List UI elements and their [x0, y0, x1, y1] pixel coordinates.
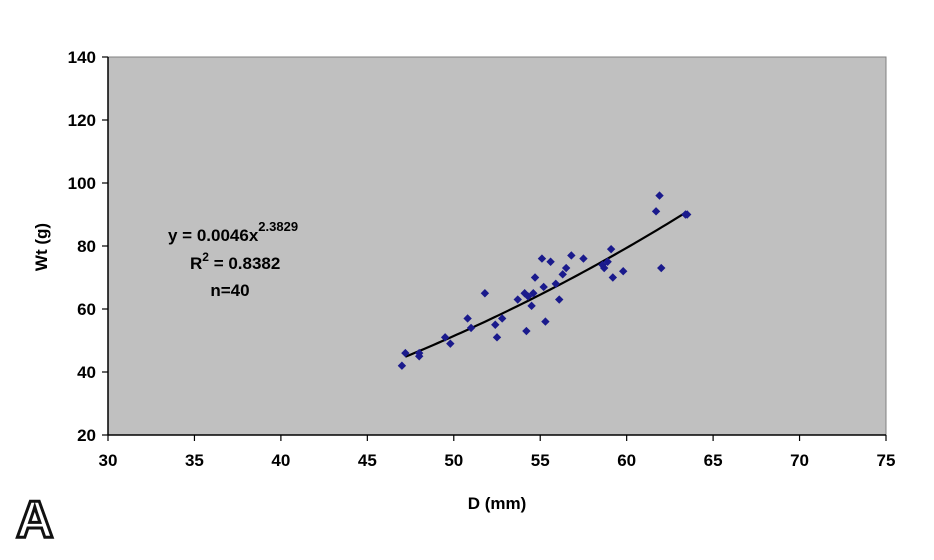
y-tick-label: 100 [68, 174, 96, 193]
data-point [619, 267, 628, 276]
y-tick-label: 120 [68, 111, 96, 130]
sample-size-label: n=40 [210, 281, 249, 300]
points-layer [397, 191, 692, 370]
x-tick-labels: 30 35 40 45 50 55 60 65 70 75 [99, 451, 896, 470]
data-point [599, 263, 609, 273]
data-point [415, 352, 424, 361]
data-point [655, 191, 664, 200]
data-point [651, 207, 661, 216]
panel-label: A [15, 491, 56, 549]
y-tick-label: 60 [77, 300, 96, 319]
data-point [527, 301, 536, 311]
x-tick-label: 60 [617, 451, 636, 470]
x-tick-label: 35 [185, 451, 204, 470]
trendline-layer [404, 211, 687, 358]
data-point [480, 289, 490, 298]
x-tick-label: 45 [358, 451, 377, 470]
r-squared-r: R [190, 254, 202, 273]
power-trendline [404, 211, 687, 358]
x-tick-label: 50 [444, 451, 463, 470]
data-point [561, 263, 571, 273]
data-point [551, 279, 560, 288]
plot-area [107, 56, 887, 436]
data-point [397, 361, 407, 370]
y-tick-labels: 20 40 60 80 100 120 140 [68, 48, 96, 445]
data-point [657, 263, 666, 273]
data-point [530, 273, 540, 282]
equation-base: y = 0.0046x [168, 226, 259, 245]
y-tick-label: 80 [77, 237, 96, 256]
x-tick-label: 40 [271, 451, 290, 470]
x-tick-label: 70 [790, 451, 809, 470]
x-tick-label: 65 [704, 451, 723, 470]
data-point [491, 320, 500, 329]
data-point [463, 314, 472, 323]
data-point [497, 314, 507, 323]
y-axis-title: Wt (g) [32, 223, 51, 271]
y-tick-label: 40 [77, 363, 96, 382]
data-point [598, 260, 607, 270]
data-point [539, 282, 548, 292]
r-squared-sup: 2 [202, 250, 209, 264]
data-point [529, 289, 538, 298]
axes-layer [102, 56, 887, 441]
x-tick-label: 75 [877, 451, 896, 470]
x-axis-title: D (mm) [468, 494, 527, 513]
data-point [546, 257, 555, 266]
data-point [537, 254, 547, 263]
data-point [682, 210, 692, 219]
data-point [567, 251, 576, 260]
data-point [440, 333, 450, 342]
data-point [541, 317, 550, 326]
equation-exponent: 2.3829 [258, 219, 298, 234]
data-point [513, 295, 522, 304]
data-point [579, 254, 588, 263]
y-tick-label: 140 [68, 48, 96, 67]
x-tick-label: 55 [531, 451, 550, 470]
data-point [558, 270, 567, 279]
data-point [555, 295, 564, 304]
r-squared-label: R2 = 0.8382 [190, 250, 280, 273]
data-point [492, 333, 502, 342]
trendline-equation: y = 0.0046x2.3829 [168, 219, 298, 245]
data-point [603, 257, 612, 266]
r-squared-value: = 0.8382 [209, 254, 280, 273]
data-point [466, 323, 476, 333]
data-point [606, 244, 616, 254]
y-tick-label: 20 [77, 426, 96, 445]
data-point [522, 326, 531, 336]
data-point [401, 348, 410, 358]
x-tick-label: 30 [99, 451, 118, 470]
data-point [446, 339, 455, 348]
data-point [608, 273, 618, 282]
